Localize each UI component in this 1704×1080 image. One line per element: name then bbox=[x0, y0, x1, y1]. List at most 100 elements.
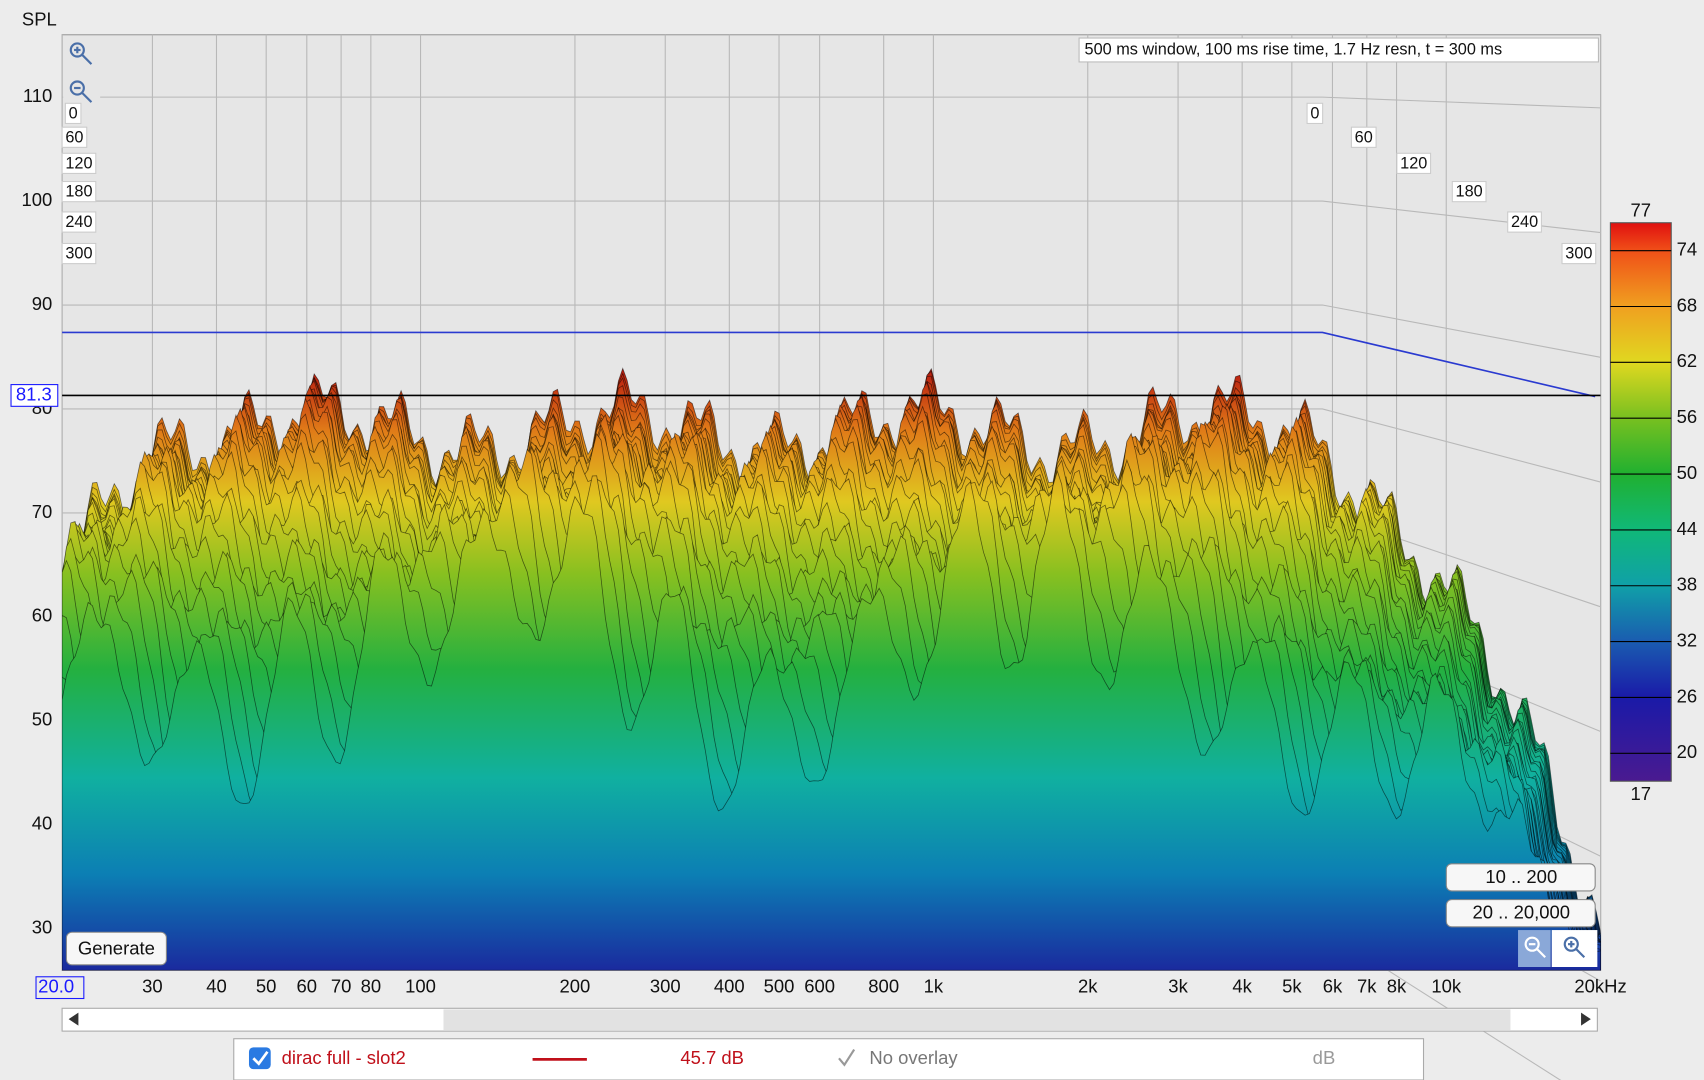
waterfall-surface bbox=[62, 367, 1601, 971]
x-tick-label: 70 bbox=[331, 976, 352, 997]
scrollbar[interactable] bbox=[61, 1007, 1598, 1032]
y-tick-label: 40 bbox=[32, 813, 53, 834]
x-tick-label: 10k bbox=[1431, 976, 1462, 997]
range-low-button[interactable]: 10 .. 200 bbox=[1445, 863, 1596, 892]
time-label-box bbox=[1396, 152, 1432, 174]
legend-level: 45.7 dB bbox=[680, 1047, 744, 1068]
surface-slice bbox=[62, 469, 1601, 971]
overlay-check[interactable] bbox=[838, 1048, 856, 1067]
color-tick-label: 44 bbox=[1677, 518, 1698, 539]
time-label: 0 bbox=[69, 104, 78, 122]
y-tick-label: 70 bbox=[32, 501, 53, 522]
reference-line bbox=[62, 331, 1596, 398]
y-tick-label: 90 bbox=[32, 293, 53, 314]
x-tick-label: 6k bbox=[1323, 976, 1343, 997]
x-tick-label: 500 bbox=[764, 976, 795, 997]
time-label: 120 bbox=[1400, 154, 1427, 172]
legend-panel: dirac full - slot2 45.7 dB No overlay dB bbox=[233, 1038, 1425, 1080]
range-full-button[interactable]: 20 .. 20,000 bbox=[1445, 899, 1596, 928]
time-label: 300 bbox=[1565, 245, 1592, 263]
annotation: 500 ms window, 100 ms rise time, 1.7 Hz … bbox=[1085, 40, 1503, 58]
y-tick-label: 110 bbox=[23, 85, 52, 106]
y-tick-label: 30 bbox=[32, 917, 53, 938]
zoom-in-icon[interactable] bbox=[63, 36, 101, 111]
x-tick-label: 800 bbox=[868, 976, 899, 997]
color-tick-label: 20 bbox=[1677, 741, 1698, 762]
time-label-box bbox=[1306, 102, 1324, 125]
x-tick-label: 30 bbox=[142, 976, 163, 997]
y-tick-label: 50 bbox=[32, 709, 53, 730]
generate-button[interactable]: Generate bbox=[65, 931, 167, 966]
x-tick-label: 2k bbox=[1078, 976, 1098, 997]
grid-line bbox=[62, 304, 1601, 358]
time-label-box bbox=[61, 242, 97, 265]
color-tick-label: 26 bbox=[1677, 685, 1698, 706]
x-tick-label: 4k bbox=[1232, 976, 1252, 997]
color-scale: 77 17 20 26 32 38 44 50 56 62 68 74 bbox=[1609, 200, 1698, 804]
time-label: 240 bbox=[1511, 213, 1538, 231]
color-tick-label: 62 bbox=[1677, 350, 1698, 371]
x-tick-label: 400 bbox=[714, 976, 745, 997]
color-tick-label: 68 bbox=[1677, 294, 1698, 315]
time-label: 300 bbox=[65, 245, 92, 263]
time-label-box bbox=[1561, 242, 1597, 265]
x-tick-label: 5k bbox=[1282, 976, 1302, 997]
time-label: 0 bbox=[1310, 104, 1319, 122]
color-tick-label: 38 bbox=[1677, 574, 1698, 595]
color-scale-max: 77 bbox=[1631, 200, 1652, 221]
cursor-label: 81.3 bbox=[16, 383, 52, 404]
x-tick-label: 600 bbox=[804, 976, 835, 997]
y-tick-label: 100 bbox=[21, 189, 52, 210]
color-tick-label: 50 bbox=[1677, 462, 1698, 483]
legend-name: dirac full - slot2 bbox=[282, 1047, 406, 1068]
x-tick-label: 20.0 bbox=[38, 976, 74, 997]
time-label: 60 bbox=[1355, 128, 1373, 146]
time-label-box bbox=[61, 126, 88, 148]
time-label: 60 bbox=[65, 128, 83, 146]
x-tick-label: 20kHz bbox=[1574, 976, 1626, 997]
generate-label[interactable]: Generate bbox=[78, 937, 155, 958]
x-tick-label: 7k bbox=[1357, 976, 1377, 997]
time-label-box bbox=[1350, 126, 1377, 148]
legend-checkbox[interactable] bbox=[248, 1047, 271, 1070]
color-bar bbox=[1609, 222, 1672, 782]
color-scale-min: 17 bbox=[1631, 783, 1652, 804]
x-tick-label: 50 bbox=[256, 976, 277, 997]
color-tick-label: 32 bbox=[1677, 629, 1698, 650]
x-tick-label: 1k bbox=[924, 976, 944, 997]
x-tick-label: 80 bbox=[361, 976, 382, 997]
range-full-label[interactable]: 20 .. 20,000 bbox=[1473, 902, 1571, 923]
x-tick-label: 300 bbox=[650, 976, 681, 997]
y-axis-title: SPL bbox=[22, 9, 57, 30]
legend-overlay: No overlay bbox=[869, 1047, 958, 1068]
x-tick-label: 100 bbox=[405, 976, 436, 997]
x-tick-label: 3k bbox=[1168, 976, 1188, 997]
time-label: 180 bbox=[65, 183, 92, 201]
time-label: 120 bbox=[65, 154, 92, 172]
plot-overlay bbox=[62, 331, 1601, 398]
zoom-in-x-icon[interactable] bbox=[1551, 930, 1598, 968]
zoom-out-icon[interactable] bbox=[69, 80, 93, 103]
x-tick-label: 200 bbox=[560, 976, 591, 997]
legend-unit: dB bbox=[1313, 1047, 1336, 1068]
x-tick-label: 8k bbox=[1387, 976, 1407, 997]
time-label-box bbox=[61, 211, 97, 233]
zoom-out-x-icon[interactable] bbox=[1518, 930, 1551, 968]
time-label-box bbox=[61, 152, 97, 174]
color-tick-label: 74 bbox=[1677, 239, 1698, 260]
y-tick-label: 60 bbox=[32, 605, 53, 626]
grid-line bbox=[62, 96, 1601, 109]
time-label-box bbox=[64, 102, 82, 125]
range-low-label[interactable]: 10 .. 200 bbox=[1485, 866, 1557, 887]
time-label-box bbox=[1507, 211, 1542, 233]
time-label: 180 bbox=[1456, 183, 1483, 201]
annotation-box bbox=[1078, 37, 1599, 63]
time-label-box bbox=[61, 180, 97, 203]
time-label: 240 bbox=[65, 213, 92, 231]
grid-line bbox=[62, 408, 1601, 483]
x-tick-label: 40 bbox=[206, 976, 227, 997]
cursor-box bbox=[10, 384, 59, 407]
x-start-box bbox=[35, 976, 85, 1000]
time-label-box bbox=[1451, 180, 1487, 203]
